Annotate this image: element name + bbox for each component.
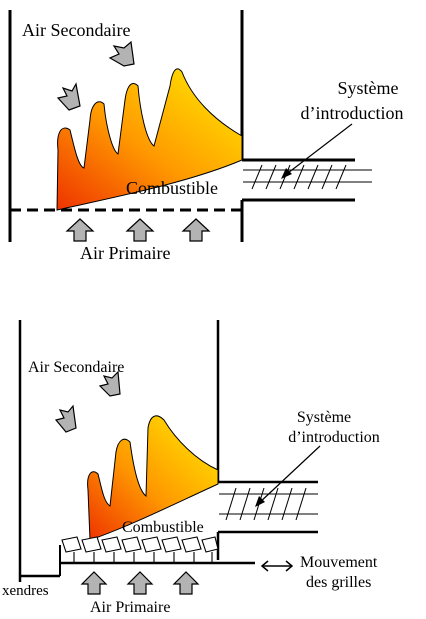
leader-arrowhead <box>255 496 265 507</box>
secondary-air-label: Air Secondaire <box>22 20 130 40</box>
secondary-air-arrow <box>54 404 77 433</box>
primary-air-arrow <box>126 571 154 595</box>
secondary-air-arrow <box>98 370 121 397</box>
primary-air-arrow <box>80 571 108 595</box>
moving-grate-diagram-bottom: Air Secondaire Système d’introduction Co… <box>2 320 380 616</box>
secondary-air-label: Air Secondaire <box>28 359 124 376</box>
grate-movement-label-line1: Mouvement <box>300 554 378 571</box>
primary-air-arrow <box>172 571 200 595</box>
fuel-label: Combustible <box>126 178 218 198</box>
leader-line <box>283 123 353 177</box>
feed-system-label-line1: Système <box>297 409 351 426</box>
secondary-air-arrow <box>56 82 81 111</box>
grate-bars <box>61 536 219 563</box>
primary-air-label: Air Primaire <box>90 599 170 616</box>
grate-movement-arrow <box>260 560 294 572</box>
secondary-air-arrow <box>108 40 135 67</box>
ash-label: xendres <box>2 583 49 599</box>
leader-line <box>257 445 321 505</box>
primary-air-arrow <box>181 218 211 242</box>
flame <box>87 415 219 541</box>
primary-air-label: Air Primaire <box>80 243 170 263</box>
feed-system-label-line2: d’introduction <box>301 103 404 123</box>
feed-system-label-line2: d’introduction <box>288 429 380 446</box>
feed-screw <box>243 164 372 190</box>
primary-air-arrow <box>125 218 155 242</box>
fuel-label: Combustible <box>122 519 204 536</box>
grate-movement-label-line2: des grilles <box>306 574 371 591</box>
primary-air-arrow <box>65 218 95 242</box>
feed-system-label-line1: Système <box>338 78 399 98</box>
leader-arrowhead <box>281 168 292 179</box>
flame <box>56 68 243 211</box>
feed-screw <box>219 487 318 521</box>
moving-bed-diagram-top: Air Secondaire Système d’introduction Co… <box>8 10 404 263</box>
